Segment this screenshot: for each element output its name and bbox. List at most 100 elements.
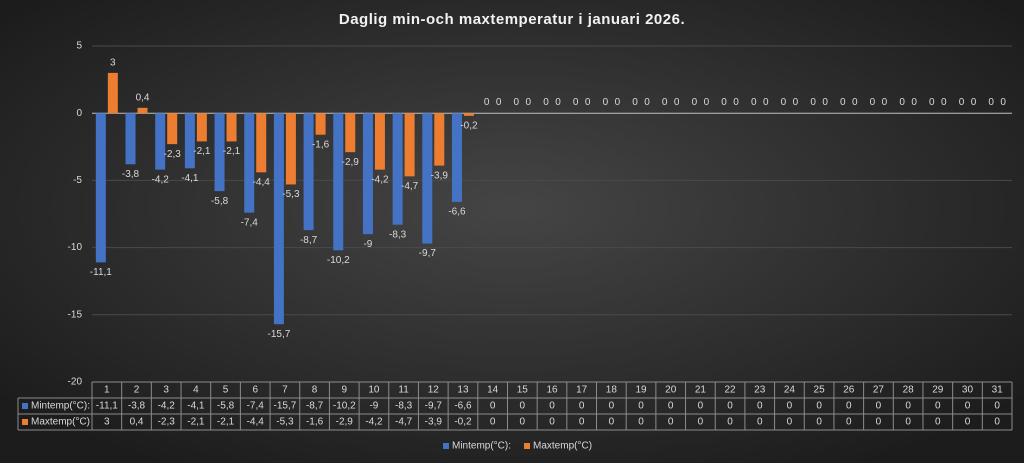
table-cell: 0	[846, 417, 852, 428]
table-cell: -10,2	[333, 401, 356, 412]
x-tick-label: 19	[635, 385, 647, 396]
data-label: -11,1	[90, 267, 112, 278]
legend-key	[524, 443, 531, 449]
x-tick-label: 10	[368, 385, 380, 396]
table-cell: -2,1	[187, 417, 205, 428]
table-cell: 0	[638, 417, 644, 428]
data-label: -9,7	[419, 248, 437, 259]
x-tick-label: 25	[814, 385, 826, 396]
bar	[392, 113, 403, 225]
data-label: 0	[929, 97, 935, 108]
data-label: 0	[692, 97, 698, 108]
table-cell: 0,4	[130, 417, 144, 428]
bar	[463, 113, 474, 116]
table-cell: 0	[816, 401, 822, 412]
table-cell: 0	[846, 401, 852, 412]
data-label: -7,4	[241, 217, 259, 228]
bar	[137, 107, 148, 114]
data-label: -6,6	[448, 207, 466, 218]
data-label: 0	[484, 97, 490, 108]
table-cell: 0	[935, 417, 941, 428]
data-label: -4,2	[371, 174, 389, 185]
data-label: 0	[870, 97, 876, 108]
data-label: -2,1	[193, 146, 211, 157]
table-cell: 0	[520, 401, 526, 412]
table-cell: 0	[490, 417, 496, 428]
x-tick-label: 30	[962, 385, 974, 396]
table-cell: 0	[935, 401, 941, 412]
data-label: 0	[781, 97, 787, 108]
table-cell: 0	[668, 401, 674, 412]
table-cell: -9,7	[425, 401, 443, 412]
x-tick-label: 8	[312, 385, 318, 396]
legend-key	[22, 403, 28, 409]
data-label: 0	[810, 97, 816, 108]
data-label: 0	[882, 97, 888, 108]
table-cell: -0,2	[454, 417, 472, 428]
table-cell: 0	[609, 417, 615, 428]
table-cell: 0	[787, 401, 793, 412]
legend-label: Mintemp(°C):	[452, 441, 511, 452]
table-cell: 0	[490, 401, 496, 412]
bar	[345, 113, 356, 153]
data-label: 0	[971, 97, 977, 108]
table-cell: 0	[668, 417, 674, 428]
table-cell: 0	[698, 417, 704, 428]
data-label: 0	[662, 97, 668, 108]
bar	[285, 113, 296, 185]
table-cell: -8,7	[306, 401, 324, 412]
bar	[155, 113, 166, 170]
data-label: 0	[543, 97, 549, 108]
table-row-header: Maxtemp(°C)	[31, 417, 90, 428]
x-tick-label: 12	[428, 385, 440, 396]
data-label: 0	[555, 97, 561, 108]
data-label: 0	[1000, 97, 1006, 108]
data-label: -0,2	[460, 121, 478, 132]
data-label: 0	[496, 97, 502, 108]
table-cell: 0	[994, 417, 1000, 428]
table-cell: -15,7	[274, 401, 297, 412]
data-label: -15,7	[268, 329, 291, 340]
chart-title: Daglig min-och maxtemperatur i januari 2…	[339, 11, 685, 28]
table-cell: 0	[757, 417, 763, 428]
table-cell: -2,3	[158, 417, 176, 428]
y-tick-label: -10	[68, 242, 83, 253]
x-tick-label: 16	[546, 385, 558, 396]
bar	[333, 113, 344, 251]
data-label: -2,3	[164, 149, 182, 160]
data-label: 0	[674, 97, 680, 108]
x-tick-label: 4	[193, 385, 199, 396]
y-tick-label: 5	[76, 41, 82, 52]
data-label: 0	[585, 97, 591, 108]
bar	[422, 113, 433, 244]
x-tick-label: 2	[134, 385, 140, 396]
data-label: 0	[615, 97, 621, 108]
table-cell: 0	[965, 401, 971, 412]
table-cell: -4,4	[247, 417, 265, 428]
data-label: -4,2	[152, 174, 170, 185]
data-label: -8,3	[389, 229, 407, 240]
data-label: -3,9	[431, 170, 449, 181]
x-tick-label: 14	[487, 385, 499, 396]
x-tick-label: 11	[398, 385, 409, 396]
x-tick-label: 24	[784, 385, 796, 396]
table-cell: 0	[905, 417, 911, 428]
bar	[125, 113, 136, 165]
data-label: -3,8	[122, 169, 140, 180]
data-label: 3	[110, 58, 116, 69]
table-cell: -9	[369, 401, 378, 412]
bar	[95, 113, 106, 263]
x-tick-label: 13	[457, 385, 469, 396]
table-cell: 0	[698, 401, 704, 412]
data-label: -9	[363, 239, 372, 250]
data-label: 0	[704, 97, 710, 108]
table-cell: -4,2	[365, 417, 383, 428]
table-cell: -4,7	[395, 417, 413, 428]
bar	[404, 113, 415, 177]
x-tick-label: 21	[695, 385, 707, 396]
table-cell: -1,6	[306, 417, 324, 428]
table-cell: -11,1	[96, 401, 118, 412]
data-label: -5,3	[282, 189, 300, 200]
